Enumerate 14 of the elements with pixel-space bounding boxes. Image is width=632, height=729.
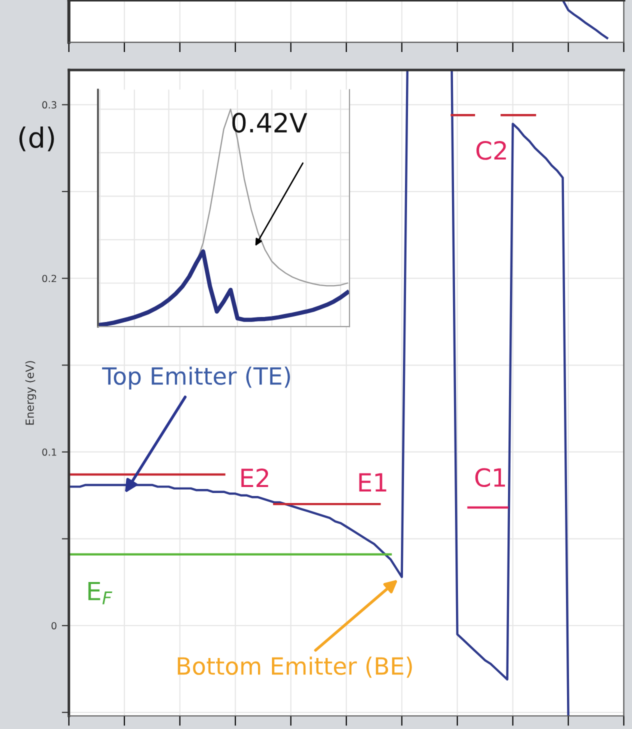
annotation: 0.42V [232, 112, 308, 133]
y-tick-label: 0.1 [42, 448, 56, 456]
annotation: E$_{F}$ [88, 582, 112, 604]
annotation: E2 [241, 468, 268, 488]
y-tick-label: 0.2 [42, 274, 56, 282]
y-tick-label: 0.3 [42, 101, 56, 109]
text: (d) [19, 126, 54, 152]
y-axis-title: Energy (eV) [25, 361, 36, 425]
annotation: C1 [475, 468, 505, 487]
annotation: Bottom Emitter (BE) [178, 656, 412, 678]
annotation: Top Emitter (TE) [102, 366, 290, 390]
annotation: C2 [476, 141, 506, 160]
annotation: E1 [359, 473, 386, 492]
y-tick-label: 0 [52, 622, 56, 630]
